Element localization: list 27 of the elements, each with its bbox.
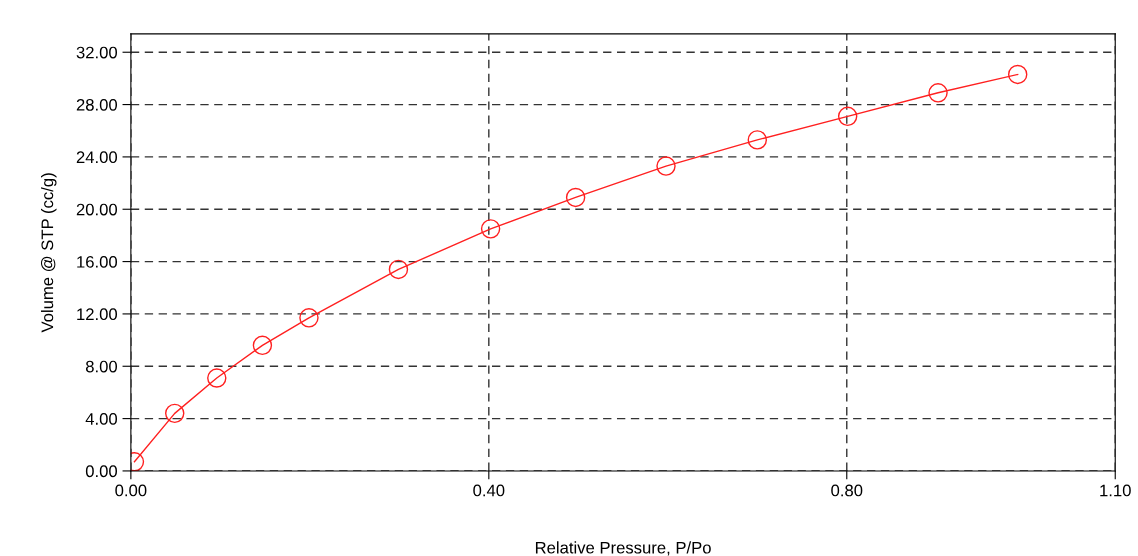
y-tick-label: 24.00 [76, 151, 118, 164]
point [388, 259, 409, 280]
point [252, 335, 273, 356]
y-tick-label: 4.00 [85, 413, 118, 425]
y-tick-label: 12.00 [77, 308, 118, 321]
point [164, 403, 185, 424]
point [837, 106, 858, 127]
y-tick-label: 16.00 [77, 255, 118, 268]
x-tick-label: 0.80 [831, 484, 863, 497]
point [565, 187, 586, 208]
point [747, 130, 768, 150]
point [299, 308, 319, 328]
point [656, 156, 676, 176]
point [1007, 64, 1028, 85]
y-tick-label: 32.00 [76, 46, 118, 59]
y-tick-label: 28.00 [76, 98, 118, 111]
y-tick-label: 8.00 [85, 360, 118, 373]
point [207, 368, 227, 388]
y-tick-label: 20.00 [76, 203, 118, 216]
x-tick-label: 0.40 [473, 484, 505, 497]
y-axis-title: Volume @ STP (cc/g) [40, 173, 57, 333]
x-axis-title: Relative Pressure, P/Po [535, 541, 711, 556]
point [480, 219, 501, 239]
x-tick-label: 0.00 [115, 484, 147, 497]
y-tick-label: 0.00 [85, 465, 118, 478]
x-tick-label: 1.10 [1100, 484, 1131, 497]
point [928, 83, 948, 103]
